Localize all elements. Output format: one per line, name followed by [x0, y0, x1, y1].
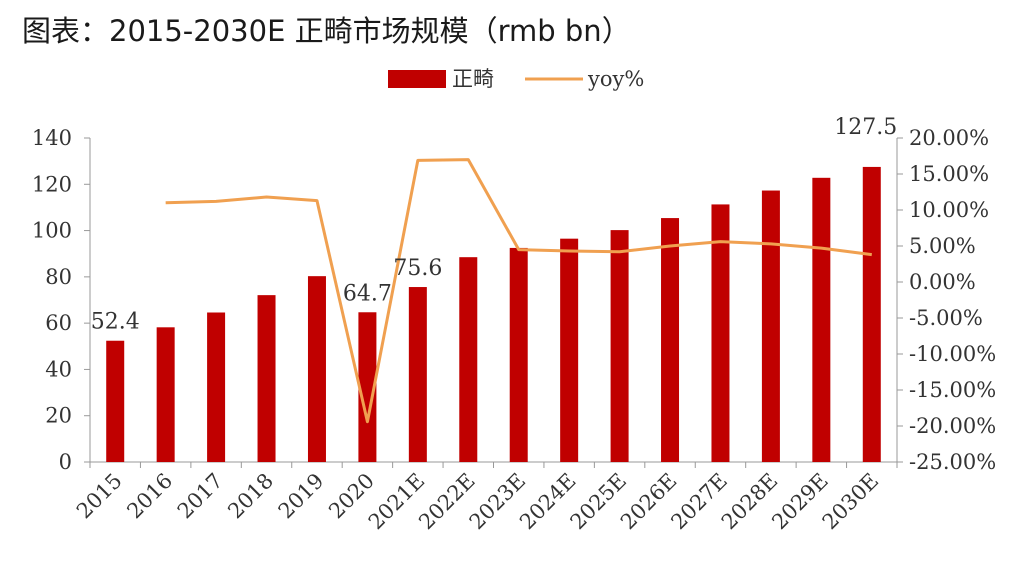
legend-swatch-bar [388, 70, 446, 88]
bar-2015 [106, 340, 125, 462]
y-left-tick-label: 80 [45, 265, 72, 289]
y-right-tick-label: 10.00% [909, 198, 989, 222]
bar-2020 [358, 312, 377, 462]
x-tick-label: 2028E [717, 469, 783, 535]
y-right-tick-label: -5.00% [909, 306, 983, 330]
data-label: 127.5 [834, 115, 897, 140]
y-left-tick-label: 60 [45, 311, 72, 335]
bar-2018 [257, 295, 276, 462]
x-tick-label: 2026E [616, 469, 682, 535]
bar-2025E [610, 230, 629, 462]
data-label: 52.4 [91, 310, 140, 335]
bar-2029E [812, 177, 831, 462]
bar-2016 [156, 327, 175, 462]
yoy-line [165, 158, 872, 424]
legend-label-line: yoy% [587, 67, 644, 91]
y-left-tick-label: 100 [32, 219, 72, 243]
y-right-tick-label: -10.00% [909, 342, 996, 366]
bar-2026E [661, 218, 680, 462]
bar-2017 [207, 312, 226, 462]
x-tick-label: 2024E [515, 469, 581, 535]
bar-2023E [509, 247, 528, 462]
x-tick-label: 2015 [72, 469, 127, 524]
x-tick-label: 2025E [566, 469, 632, 535]
bar-2030E [862, 166, 881, 462]
x-tick-label: 2016 [122, 469, 177, 524]
y-right-tick-label: -25.00% [909, 450, 996, 474]
y-right-tick-label: 5.00% [909, 234, 976, 258]
y-right-tick-label: 0.00% [909, 270, 976, 294]
x-tick-label: 2017 [173, 469, 228, 524]
x-tick-label: 2018 [223, 469, 278, 524]
bar-2021E [408, 287, 427, 462]
y-right-tick-label: 15.00% [909, 162, 989, 186]
legend-label-bar: 正畸 [452, 67, 494, 91]
data-label: 75.6 [393, 256, 442, 281]
data-labels: 52.4 64.775.6 127.5 [91, 115, 898, 335]
bar-2027E [711, 204, 730, 463]
x-tick-label: 2023E [465, 469, 531, 535]
x-tick-label: 2021E [364, 469, 430, 535]
y-right-tick-label: 20.00% [909, 126, 989, 150]
x-tick-label: 2027E [666, 469, 732, 535]
x-tick-label: 2019 [274, 469, 329, 524]
bar-2019 [307, 276, 326, 462]
y-left-tick-label: 20 [45, 404, 72, 428]
y-left-tick-label: 0 [59, 450, 72, 474]
bar-2028E [761, 190, 780, 462]
legend: 正畸 yoy% [388, 67, 644, 91]
bars [106, 166, 881, 463]
y-left-tick-label: 120 [32, 172, 72, 196]
x-tick-label: 2022E [414, 469, 480, 535]
y-right-tick-label: -15.00% [909, 378, 996, 402]
bar-2022E [459, 257, 478, 462]
data-label: 64.7 [343, 281, 392, 306]
bar-2024E [560, 238, 579, 462]
x-tick-label: 2029E [767, 469, 833, 535]
y-left-tick-label: 40 [45, 357, 72, 381]
y-right-tick-label: -20.00% [909, 414, 996, 438]
x-tick-label: 2030E [818, 469, 884, 535]
chart-title: 图表：2015-2030E 正畸市场规模（rmb bn） [22, 14, 631, 48]
y-left-tick-label: 140 [32, 126, 72, 150]
